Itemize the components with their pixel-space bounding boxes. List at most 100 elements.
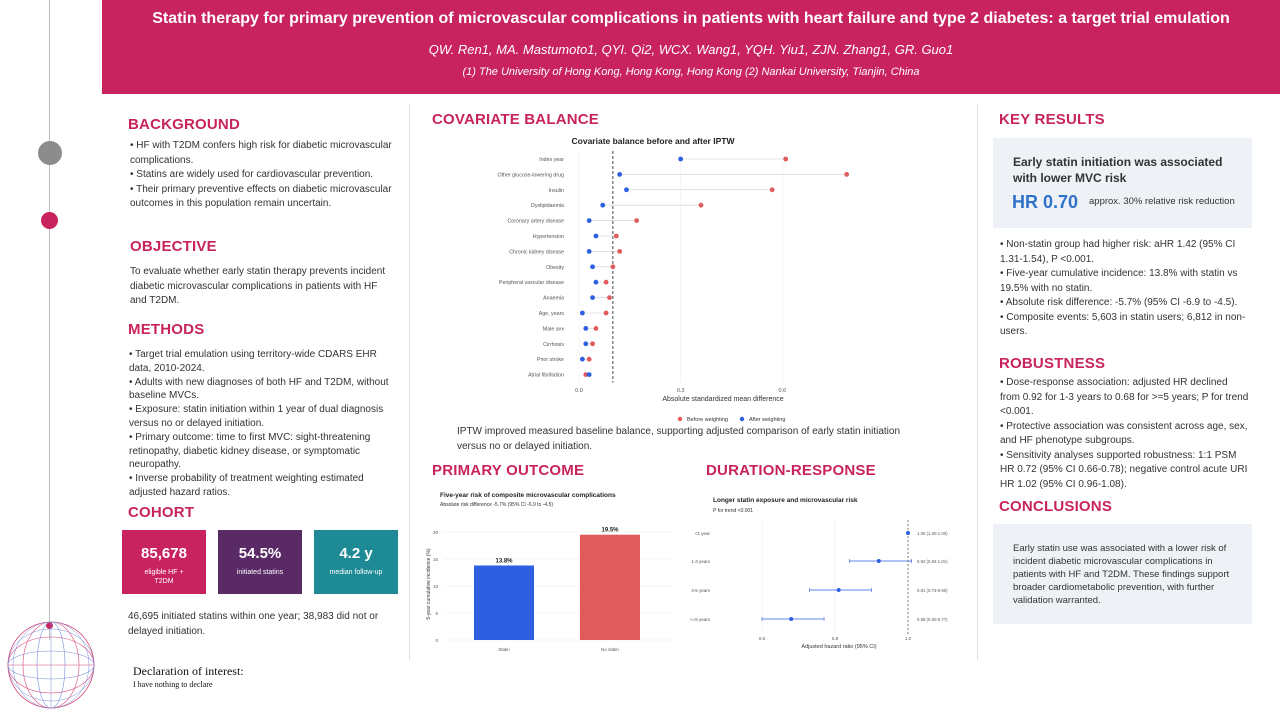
covariate-label: Other glucose-lowering drug xyxy=(497,172,564,178)
row-label: 1-3 years xyxy=(691,559,711,564)
covariate-label: Cirrhosis xyxy=(543,342,564,348)
list-item: • Target trial emulation using territory… xyxy=(129,349,377,374)
x-tick-label: No statin xyxy=(601,647,619,652)
after-weighting-point xyxy=(586,249,592,254)
poster-title: Statin therapy for primary prevention of… xyxy=(152,10,1230,27)
covariate-label: Hypertension xyxy=(533,234,564,240)
covariate-label: Peripheral vascular disease xyxy=(499,280,564,286)
relative-reduction: approx. 30% relative risk reduction xyxy=(1089,196,1235,207)
objective-text: To evaluate whether early statin therapy… xyxy=(130,266,386,306)
red-dot-icon xyxy=(41,212,58,229)
covariate-label: Dyslipidaemia xyxy=(531,203,564,209)
key-results-list: • Non-statin group had higher risk: aHR … xyxy=(1000,238,1250,340)
list-item: • Absolute risk difference: -5.7% (95% C… xyxy=(1000,297,1238,308)
before-weighting-point xyxy=(590,341,595,347)
stat-box-eligible: 85,678 eligible HF + T2DM xyxy=(122,530,206,594)
duration-response-heading: DURATION-RESPONSE xyxy=(706,462,876,479)
covariate-heading: COVARIATE BALANCE xyxy=(432,111,600,128)
before-weighting-point xyxy=(617,249,623,254)
after-weighting-point xyxy=(600,202,606,208)
duration-response-chart: Longer statin exposure and microvascular… xyxy=(690,497,948,650)
after-weighting-point xyxy=(678,156,684,162)
hazard-ratio-point xyxy=(876,559,881,563)
before-weighting-point xyxy=(610,264,616,270)
column-divider xyxy=(409,104,410,660)
stat-label: median follow-up xyxy=(329,569,383,576)
before-weighting-point xyxy=(844,172,850,177)
x-tick-label: 0.6 xyxy=(778,388,786,394)
before-weighting-point xyxy=(634,218,639,223)
estimate-label: 0.68 (0.60-0.77) xyxy=(917,617,948,622)
column-divider xyxy=(977,104,978,660)
after-weighting-point xyxy=(617,172,623,177)
chart-title: Covariate balance before and after IPTW xyxy=(572,136,736,146)
list-item: • Five-year cumulative incidence: 13.8% … xyxy=(1000,268,1238,294)
list-item: • Composite events: 5,603 in statin user… xyxy=(1000,311,1246,338)
declaration-title: Declaration of interest: xyxy=(133,664,244,678)
bar xyxy=(580,534,640,640)
after-weighting-point xyxy=(579,356,585,362)
x-tick-label: 0.3 xyxy=(677,388,685,394)
legend-after-label: After weighting xyxy=(749,417,785,423)
bar-value-label: 19.5% xyxy=(601,528,619,534)
chart-title: Five-year risk of composite microvascula… xyxy=(440,492,616,499)
conclusions-heading: CONCLUSIONS xyxy=(999,498,1113,515)
y-tick-label: 20 xyxy=(433,530,439,535)
background-heading: BACKGROUND xyxy=(128,116,240,133)
primary-outcome-chart: Five-year risk of composite microvascula… xyxy=(426,492,672,652)
list-item: • Inverse probability of treatment weigh… xyxy=(129,473,364,498)
x-axis-label: Adjusted hazard ratio (95% CI) xyxy=(801,644,876,650)
methods-list: • Target trial emulation using territory… xyxy=(129,348,393,500)
after-weighting-point xyxy=(624,187,629,193)
legend-before-label: Before weighting xyxy=(687,417,728,423)
row-label: 3-5 years xyxy=(691,588,711,593)
after-weighting-point xyxy=(590,295,595,300)
covariate-label: Prior stroke xyxy=(537,357,564,363)
y-tick-label: 15 xyxy=(433,557,439,562)
legend-before-marker xyxy=(677,416,683,422)
covariate-caption: IPTW improved measured baseline balance,… xyxy=(457,426,901,452)
list-item: • Adults with new diagnoses of both HF a… xyxy=(129,376,389,402)
key-result-heading: Early statin initiation was associated w… xyxy=(1013,155,1223,185)
declaration-text: I have nothing to declare xyxy=(133,680,213,689)
before-weighting-point xyxy=(769,187,775,193)
row-label: >=5 years xyxy=(690,617,711,622)
before-weighting-point xyxy=(603,279,609,285)
estimate-label: 0.81 (0.73-0.90) xyxy=(917,588,948,593)
covariate-label: Male sex xyxy=(543,326,565,332)
robustness-list: • Dose-response association: adjusted HR… xyxy=(1000,376,1250,492)
before-weighting-point xyxy=(698,202,704,208)
row-label: <1 year xyxy=(695,531,711,536)
robustness-heading: ROBUSTNESS xyxy=(999,355,1106,372)
poster-header: Statin therapy for primary prevention of… xyxy=(102,0,1280,94)
y-axis-label: 5-year cumulative incidence (%) xyxy=(426,548,432,619)
before-weighting-point xyxy=(586,356,592,362)
before-weighting-point xyxy=(603,310,609,316)
covariate-label: Anaemia xyxy=(543,296,564,302)
cohort-heading: COHORT xyxy=(128,504,195,521)
covariate-label: Obesity xyxy=(546,265,564,271)
grey-dot-icon xyxy=(38,141,62,165)
before-weighting-point xyxy=(583,372,589,377)
estimate-label: 1.00 (1.00-1.00) xyxy=(917,531,948,536)
after-weighting-point xyxy=(593,279,599,285)
covariate-label: Age, years xyxy=(539,311,565,317)
stat-label: initiated statins xyxy=(236,569,284,576)
hazard-ratio-value: HR 0.70 xyxy=(1012,192,1079,212)
primary-outcome-heading: PRIMARY OUTCOME xyxy=(432,462,585,479)
covariate-label: Index year xyxy=(539,157,564,163)
covariate-label: Coronary artery disease xyxy=(507,219,564,225)
key-results-heading: KEY RESULTS xyxy=(999,111,1105,128)
x-tick-label: 0.6 xyxy=(759,636,766,641)
list-item: • Dose-response association: adjusted HR… xyxy=(1000,377,1249,417)
stat-label: eligible HF + T2DM xyxy=(144,569,184,585)
list-item: • Statins are widely used for cardiovasc… xyxy=(130,169,374,180)
conclusions-text: Early statin use was associated with a l… xyxy=(1013,543,1230,606)
estimate-label: 0.92 (0.84-1.01) xyxy=(917,559,948,564)
objective-heading: OBJECTIVE xyxy=(130,238,217,255)
stat-box-followup: 4.2 y median follow-up xyxy=(314,530,398,594)
legend-after-marker xyxy=(739,416,745,422)
conclusions-box: Early statin use was associated with a l… xyxy=(993,524,1252,624)
decorative-line xyxy=(49,0,50,640)
affiliations: (1) The University of Hong Kong, Hong Ko… xyxy=(462,66,920,78)
